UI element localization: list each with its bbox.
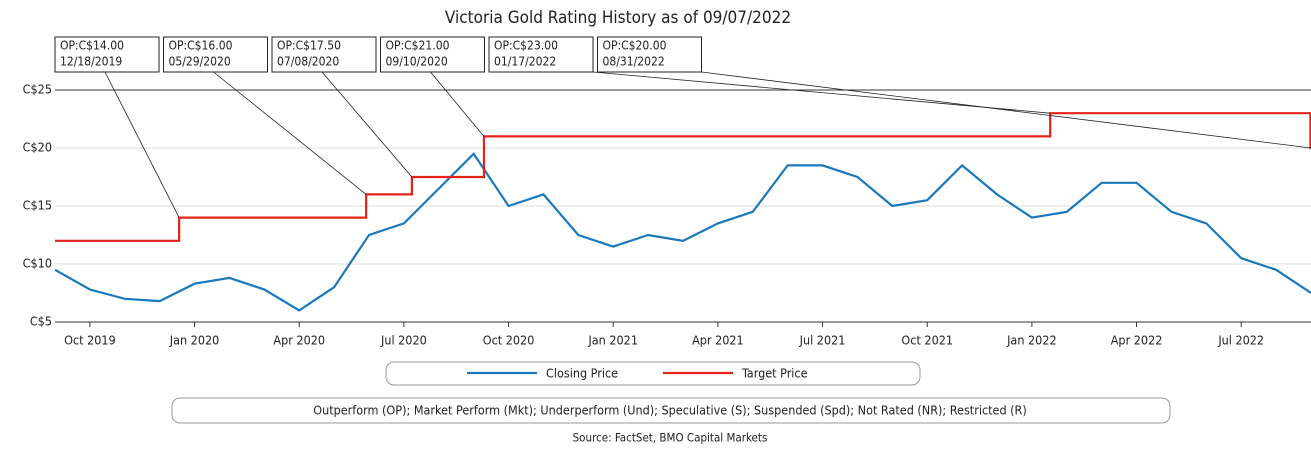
annotation-date: 01/17/2022 — [494, 55, 556, 69]
annotation-label: OP:C$16.00 — [169, 39, 233, 53]
legend-label: Closing Price — [546, 366, 618, 381]
annotation-box — [488, 36, 594, 73]
x-tick-label: Oct 2021 — [901, 333, 953, 348]
annotation: OP:C$17.50 07/08/2020 — [271, 36, 377, 73]
price-line — [54, 152, 1311, 312]
x-tick-label: Jul 2022 — [1217, 333, 1264, 348]
chart-title: Victoria Gold Rating History as of 09/07… — [445, 8, 791, 28]
annotation-label: OP:C$21.00 — [386, 39, 450, 53]
legend-box — [385, 361, 921, 386]
x-tick-label: Jul 2021 — [799, 333, 846, 348]
annotation-date: 12/18/2019 — [60, 55, 122, 69]
x-tick-label: Jan 2020 — [169, 333, 220, 348]
annotation-box — [380, 36, 485, 73]
annotation-date: 07/08/2020 — [277, 55, 339, 69]
x-tick-label: Apr 2022 — [1111, 333, 1163, 348]
annotation: OP:C$14.00 12/18/2019 — [54, 36, 160, 73]
x-tick-label: Apr 2021 — [692, 333, 744, 348]
x-tick-label: Jan 2022 — [1006, 333, 1057, 348]
annotation-date: 08/31/2022 — [603, 55, 665, 69]
annotation: OP:C$21.00 09/10/2020 — [380, 36, 485, 73]
annotation-label: OP:C$17.50 — [277, 39, 341, 53]
annotation-leader — [430, 71, 485, 137]
x-tick-label: Oct 2019 — [64, 333, 116, 348]
y-tick-label: C$10 — [23, 256, 52, 271]
y-tick-label: C$20 — [23, 140, 52, 155]
y-tick-label: C$15 — [23, 198, 52, 213]
annotation-box — [597, 36, 702, 73]
annotation-date: 05/29/2020 — [169, 55, 231, 69]
annotation-box — [163, 36, 268, 73]
legend-note: Outperform (OP); Market Perform (Mkt); U… — [313, 403, 1027, 418]
x-tick-label: Jul 2020 — [380, 333, 427, 348]
y-tick-label: C$25 — [23, 82, 52, 97]
annotation: OP:C$23.00 01/17/2022 — [488, 36, 594, 73]
annotation: OP:C$16.00 05/29/2020 — [163, 36, 268, 73]
annotation-label: OP:C$20.00 — [603, 39, 667, 53]
annotation-box — [271, 36, 377, 73]
x-tick-label: Apr 2020 — [273, 333, 325, 348]
annotation-box — [54, 36, 160, 73]
annotation-date: 09/10/2020 — [386, 55, 448, 69]
annotation-leader — [701, 71, 1311, 149]
legend-label: Target Price — [741, 366, 808, 381]
annotation-leader — [104, 71, 180, 218]
annotation-label: OP:C$14.00 — [60, 39, 124, 53]
annotation: OP:C$20.00 08/31/2022 — [597, 36, 702, 73]
annotation-label: OP:C$23.00 — [494, 39, 558, 53]
note-box — [171, 397, 1171, 424]
source: Source: FactSet, BMO Capital Markets — [573, 431, 768, 445]
annotation-leader — [213, 71, 367, 195]
annotation-leader — [321, 71, 413, 178]
x-tick-label: Oct 2020 — [483, 333, 535, 348]
x-tick-label: Jan 2021 — [587, 333, 638, 348]
y-tick-label: C$5 — [30, 314, 52, 329]
target-line — [55, 112, 1311, 242]
